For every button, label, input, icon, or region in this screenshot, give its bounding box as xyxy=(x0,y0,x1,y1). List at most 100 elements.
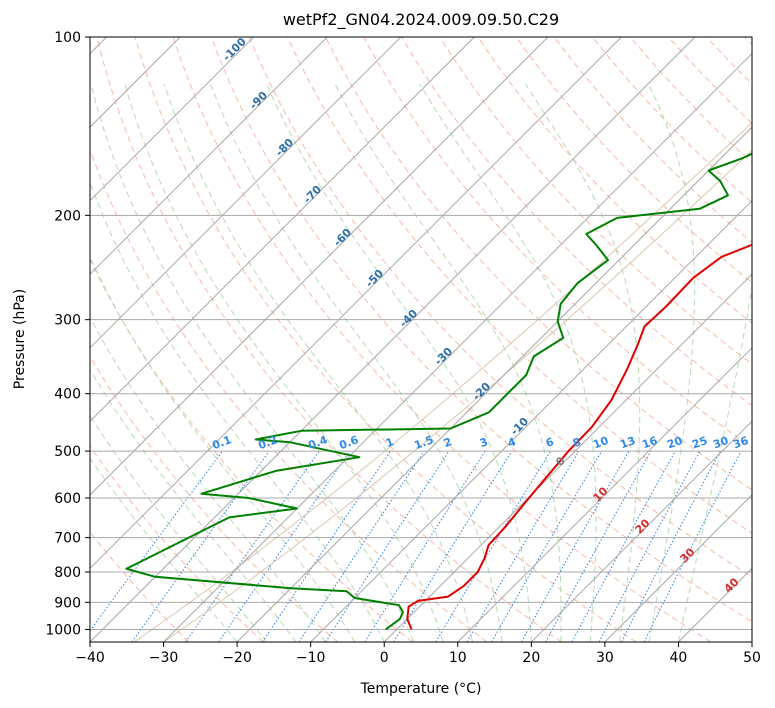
mixing-ratio-label: 6 xyxy=(544,435,556,450)
x-tick-label: −40 xyxy=(75,650,105,666)
isotherm-line xyxy=(383,273,752,642)
reference-curve xyxy=(163,149,752,642)
mixing-ratio-line xyxy=(435,450,551,642)
x-tick-label: 0 xyxy=(380,650,389,666)
mixing-ratio-label: 0.6 xyxy=(337,433,360,452)
y-axis-label: Pressure (hPa) xyxy=(12,289,28,389)
chart-title: wetPf2_GN04.2024.009.09.50.C29 xyxy=(283,10,559,30)
mixing-ratio-label: 10 xyxy=(591,434,610,452)
mixing-ratio-line xyxy=(364,450,486,642)
dry-adiabat-line xyxy=(248,37,752,578)
mixing-ratio-label: 1 xyxy=(384,435,396,450)
moist-adiabat-line xyxy=(90,255,356,642)
mixing-ratio-line xyxy=(131,450,270,642)
moist-adiabat-line xyxy=(525,83,641,642)
x-tick-label: 40 xyxy=(670,650,688,666)
moist-adiabat-line xyxy=(210,83,503,642)
moist-adiabat-line xyxy=(163,83,473,642)
mixing-ratio-line xyxy=(545,450,652,642)
mixing-ratio-line xyxy=(621,450,721,642)
y-tick-label: 300 xyxy=(54,313,81,329)
mixing-ratio-label: 36 xyxy=(731,434,750,452)
x-axis-label: Temperature (°C) xyxy=(360,681,482,697)
mixing-ratio-label: 3 xyxy=(478,435,490,450)
plot-background xyxy=(90,37,752,642)
moist-adiabat-line xyxy=(90,457,238,642)
x-tick-label: −10 xyxy=(296,650,326,666)
isotherm-line xyxy=(310,199,752,642)
mixing-ratio-label: 0.2 xyxy=(256,433,279,452)
moist-adiabat-line xyxy=(677,283,752,642)
y-tick-label: 100 xyxy=(54,30,81,46)
dry-adiabat-line xyxy=(134,37,637,642)
isotherm-line xyxy=(90,37,549,496)
dry-adiabat-line xyxy=(96,37,562,642)
isotherm-line xyxy=(530,420,752,642)
x-tick-label: 20 xyxy=(522,650,540,666)
x-tick-label: −20 xyxy=(222,650,252,666)
dry-adiabat-line xyxy=(90,445,264,642)
mixing-ratio-line xyxy=(262,450,391,642)
mixing-ratio-line xyxy=(298,450,425,642)
mixing-ratio-label: 20 xyxy=(665,434,684,452)
moist-adiabat-line xyxy=(647,83,696,642)
mixing-ratio-label: 13 xyxy=(618,434,637,451)
moist-adiabat-line xyxy=(334,83,562,642)
isotherm-line xyxy=(90,37,402,349)
isotherm-line xyxy=(90,37,475,423)
dry-adiabat-line xyxy=(325,37,752,491)
x-tick-label: −30 xyxy=(149,650,179,666)
isotherm-line xyxy=(90,37,622,570)
y-tick-label: 600 xyxy=(54,491,81,507)
y-tick-label: 800 xyxy=(54,565,81,581)
moist-adiabat-line xyxy=(90,368,297,642)
isotherm-line xyxy=(90,37,255,202)
isotherm-line xyxy=(457,347,752,642)
profile-lines xyxy=(125,152,752,631)
moist-adiabat-line xyxy=(90,414,267,642)
mixing-ratio-line xyxy=(325,450,450,642)
x-tick-label: 50 xyxy=(743,650,761,666)
y-tick-label: 900 xyxy=(54,595,81,611)
isotherm-line xyxy=(90,37,328,275)
plot-frame xyxy=(89,36,753,643)
dry-adiabat-line xyxy=(172,37,712,642)
y-tick-label: 1000 xyxy=(45,622,81,638)
mixing-ratio-label: 16 xyxy=(640,434,659,452)
mixing-ratio-line xyxy=(598,450,701,642)
background-lines xyxy=(90,37,752,642)
mixing-ratio-label: 0.4 xyxy=(306,433,329,452)
mixing-ratio-line xyxy=(521,450,630,642)
mixing-ratio-label: 2 xyxy=(442,435,454,450)
mixing-ratio-line xyxy=(393,450,513,642)
mixing-ratio-label: 1.5 xyxy=(412,433,435,452)
isotherm-line xyxy=(90,37,696,642)
mixing-ratio-line xyxy=(571,450,676,642)
y-tick-label: 400 xyxy=(54,387,81,403)
mixing-ratio-line xyxy=(643,450,742,642)
isotherm-line xyxy=(163,52,752,642)
x-tick-label: 30 xyxy=(596,650,614,666)
x-tick-label: 10 xyxy=(449,650,467,666)
dry-adiabat-line xyxy=(210,37,752,623)
mixing-ratio-label: 8 xyxy=(571,435,583,450)
y-tick-label: 500 xyxy=(54,444,81,460)
y-tick-label: 200 xyxy=(54,208,81,224)
mixing-ratio-label: 25 xyxy=(690,434,709,451)
isotherm-line xyxy=(751,641,752,642)
isotherm-line xyxy=(236,126,752,642)
mixing-ratio-line xyxy=(185,450,320,642)
mixing-ratio-line xyxy=(90,450,223,632)
axes: −40 −30 −20 −10 0 10 20 30 40 5010020030040050060… xyxy=(45,30,761,666)
moist-adiabat-line xyxy=(124,83,444,642)
dewpoint-line xyxy=(125,152,752,631)
mixing-ratio-label: 30 xyxy=(711,434,730,452)
mixing-ratio-label: 4 xyxy=(506,435,518,450)
isotherm-line xyxy=(604,494,752,642)
dry-adiabat-line xyxy=(286,37,752,534)
temperature-line xyxy=(406,243,752,630)
moist-adiabat-line xyxy=(90,180,385,642)
y-tick-label: 700 xyxy=(54,531,81,547)
moist-adiabat-line xyxy=(266,83,532,642)
